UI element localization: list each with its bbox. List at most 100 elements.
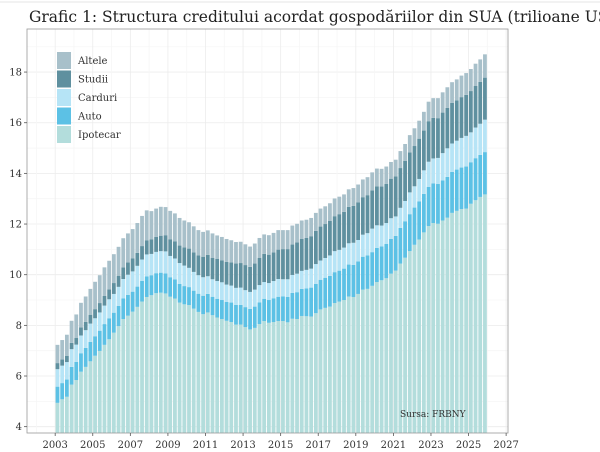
bar-auto-2021q3: [403, 221, 407, 258]
bar-carduri-2009q2: [173, 258, 177, 280]
bar-altele-2010q4: [201, 231, 205, 257]
bar-auto-2009q4: [182, 286, 187, 305]
bar-carduri-2023q4: [445, 148, 450, 177]
bar-ipotecar-2020q3: [384, 278, 389, 433]
bar-auto-2018q2: [342, 268, 346, 301]
bar-auto-2006q2: [116, 305, 121, 327]
bar-carduri-2019q3: [365, 233, 370, 256]
x-tick-label: 2019: [343, 440, 368, 451]
bar-studii-2010q3: [196, 255, 201, 276]
bar-auto-2021q1: [393, 235, 398, 271]
bar-studii-2014q2: [266, 254, 271, 284]
bar-studii-2013q4: [257, 257, 262, 286]
y-tick-label: 4: [16, 422, 22, 433]
bar-ipotecar-2014q4: [276, 321, 281, 433]
bar-auto-2015q2: [285, 296, 290, 323]
bar-ipotecar-2012q1: [224, 320, 229, 433]
bar-studii-2018q1: [337, 214, 342, 250]
bar-altele-2009q2: [173, 213, 177, 242]
bar-auto-2010q1: [187, 287, 191, 306]
bar-carduri-2014q2: [266, 283, 271, 301]
bar-carduri-2015q3: [290, 274, 295, 293]
bar-studii-2018q2: [342, 211, 346, 248]
bar-carduri-2011q4: [219, 282, 224, 301]
bar-ipotecar-2007q2: [135, 306, 140, 433]
bar-studii-2004q1: [74, 338, 79, 345]
bar-studii-2007q2: [135, 252, 140, 266]
bar-carduri-2004q3: [83, 330, 88, 348]
bar-studii-2024q3: [459, 97, 464, 138]
bar-studii-2018q4: [351, 205, 356, 243]
bar-studii-2021q1: [393, 176, 398, 217]
bar-studii-2015q4: [295, 242, 299, 274]
bar-ipotecar-2004q4: [88, 361, 93, 433]
bar-studii-2005q3: [102, 295, 107, 306]
bar-carduri-2017q3: [328, 255, 332, 276]
bar-studii-2019q3: [365, 195, 370, 234]
bar-carduri-2020q2: [379, 225, 384, 247]
bar-ipotecar-2004q2: [79, 371, 83, 433]
bar-carduri-2013q2: [248, 291, 252, 309]
bar-auto-2022q4: [426, 186, 431, 227]
bar-altele-2006q3: [121, 238, 126, 268]
bar-auto-2014q2: [266, 300, 271, 323]
bar-carduri-2016q2: [304, 269, 309, 289]
bar-altele-2004q2: [79, 302, 83, 328]
bar-altele-2018q2: [342, 194, 346, 212]
bar-studii-2005q2: [97, 303, 102, 313]
bar-auto-2016q4: [313, 283, 318, 314]
bar-auto-2025q1: [468, 162, 473, 204]
bar-auto-2021q2: [398, 227, 403, 264]
bar-studii-2024q1: [450, 102, 454, 144]
bar-carduri-2008q3: [158, 251, 163, 273]
bar-carduri-2012q2: [229, 285, 234, 303]
bar-altele-2020q1: [374, 168, 379, 187]
bar-ipotecar-2015q3: [290, 318, 295, 433]
bar-ipotecar-2010q2: [191, 308, 196, 433]
bar-altele-2009q3: [177, 217, 182, 246]
bar-ipotecar-2025q1: [468, 203, 473, 433]
bar-carduri-2010q3: [196, 275, 201, 294]
bar-carduri-2025q4: [483, 119, 487, 153]
bar-carduri-2011q1: [205, 276, 210, 294]
bar-carduri-2016q1: [299, 270, 304, 289]
bar-studii-2020q4: [389, 178, 393, 219]
bar-ipotecar-2009q2: [173, 298, 177, 433]
bar-studii-2013q3: [252, 263, 257, 290]
bar-carduri-2024q1: [450, 143, 454, 172]
bar-carduri-2004q1: [74, 344, 79, 362]
y-tick-label: 8: [16, 321, 22, 332]
bar-altele-2015q3: [290, 225, 295, 245]
bar-auto-2011q4: [219, 300, 224, 320]
bar-altele-2022q3: [421, 111, 426, 131]
y-tick-label: 10: [9, 270, 22, 281]
bar-studii-2012q4: [238, 263, 243, 288]
bar-studii-2012q2: [229, 262, 234, 286]
bar-ipotecar-2013q2: [248, 329, 252, 433]
bar-carduri-2014q3: [271, 281, 276, 299]
bar-studii-2020q2: [379, 186, 384, 226]
bar-carduri-2007q1: [130, 271, 135, 292]
bar-auto-2004q3: [83, 347, 88, 367]
bar-altele-2019q3: [365, 177, 370, 196]
bar-carduri-2010q2: [191, 271, 196, 291]
bar-ipotecar-2022q4: [426, 226, 431, 433]
bar-studii-2011q1: [205, 254, 210, 277]
bar-altele-2016q4: [313, 212, 318, 231]
bar-altele-2011q4: [219, 236, 224, 261]
bar-carduri-2007q3: [140, 259, 144, 281]
bar-auto-2023q2: [436, 184, 440, 224]
bar-carduri-2020q1: [374, 225, 379, 248]
bar-studii-2011q4: [219, 260, 224, 283]
bar-carduri-2021q3: [403, 200, 407, 222]
bar-ipotecar-2024q1: [450, 212, 454, 433]
bar-carduri-2005q3: [102, 305, 107, 325]
bar-altele-2011q3: [215, 235, 220, 259]
bar-auto-2004q4: [88, 341, 93, 362]
bar-studii-2021q3: [403, 160, 407, 201]
bar-altele-2023q1: [431, 98, 436, 118]
bar-auto-2022q3: [421, 193, 426, 233]
bar-altele-2025q1: [468, 69, 473, 92]
bar-ipotecar-2007q1: [130, 311, 135, 433]
